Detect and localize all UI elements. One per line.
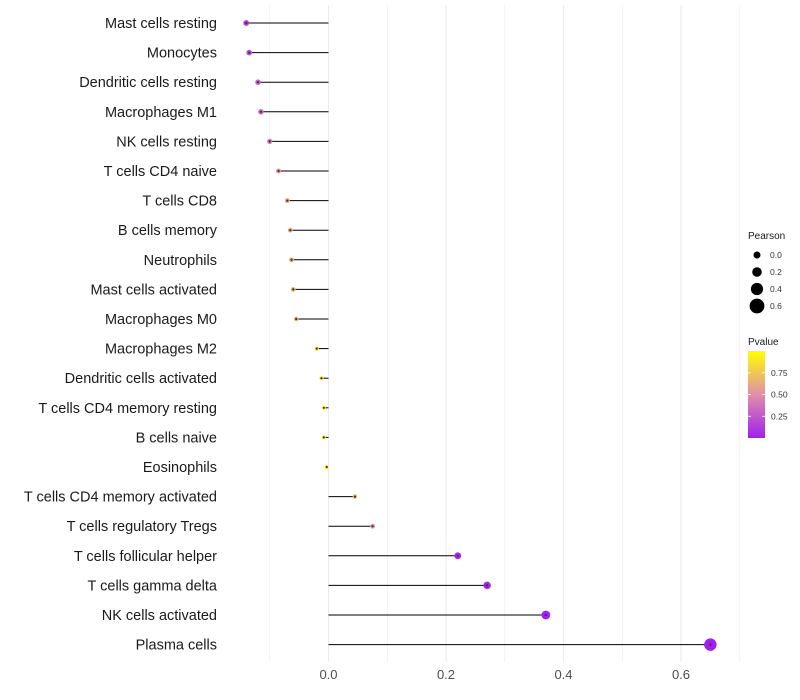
lollipop-point-center (292, 288, 295, 291)
category-label: Macrophages M1 (105, 105, 217, 121)
category-label: Macrophages M0 (105, 312, 217, 328)
category-label: Dendritic cells activated (65, 371, 217, 387)
lollipop-point-center (486, 584, 489, 587)
legend-size-key (752, 267, 762, 277)
lollipop-point-center (295, 317, 298, 321)
category-label: T cells CD4 memory activated (24, 490, 217, 506)
legend-size-title: Pearson (748, 231, 785, 242)
lollipop-point-center (709, 643, 712, 646)
category-label: Plasma cells (136, 638, 217, 654)
legend-color-label: 0.75 (771, 368, 788, 378)
x-tick-label: 0.6 (672, 667, 690, 682)
category-label: Neutrophils (144, 253, 217, 269)
category-label: Dendritic cells resting (79, 75, 217, 91)
legend-size-key (750, 282, 764, 296)
lollipop-point-center (268, 140, 271, 143)
category-label: T cells CD4 naive (104, 164, 217, 180)
lollipop-point-center (322, 436, 325, 439)
legend-size-label: 0.2 (770, 267, 782, 277)
x-tick-label: 0.0 (319, 667, 337, 682)
category-label: B cells memory (118, 223, 218, 239)
lollipop-point-center (245, 21, 248, 25)
category-axis: Mast cells resting Monocytes Dendritic cel… (24, 16, 218, 654)
category-label: B cells naive (136, 430, 217, 446)
lollipop-point-center (544, 613, 547, 617)
category-label: Mast cells activated (90, 282, 217, 298)
legend-size-label: 0.4 (770, 284, 782, 294)
x-tick-label: 0.2 (437, 667, 455, 682)
category-label: Macrophages M2 (105, 342, 217, 358)
legend-color-bar (748, 351, 765, 438)
lollipop-point-center (456, 554, 459, 557)
lollipop-point-center (256, 81, 260, 84)
category-label: T cells follicular helper (74, 549, 217, 565)
lollipop-point-center (315, 347, 318, 350)
category-label: T cells CD4 memory resting (38, 401, 217, 417)
lollipop-point-center (371, 525, 374, 528)
legend-color-label: 0.50 (771, 390, 788, 400)
lollipop-point-center (259, 110, 263, 113)
lollipop-point-center (320, 377, 323, 380)
legend-color-label: 0.25 (771, 411, 788, 421)
legend-size-key (749, 298, 765, 314)
category-label: Eosinophils (143, 460, 217, 476)
lollipop-point-center (325, 465, 328, 469)
legend-size-label: 0.0 (770, 250, 782, 260)
lollipop-point-center (289, 229, 292, 232)
category-label: T cells gamma delta (88, 578, 218, 594)
category-label: T cells CD8 (142, 194, 217, 210)
mark-layer (243, 20, 717, 651)
grid-layer (269, 5, 741, 662)
category-label: T cells regulatory Tregs (67, 519, 217, 535)
legend-size-label: 0.6 (770, 301, 782, 311)
lollipop-point-center (248, 51, 251, 54)
lollipop-point-center (286, 199, 289, 202)
lollipop-point-center (322, 406, 325, 409)
legend: Pearson 0.0 0.2 0.4 0.6 Pvalue 0.75 0.50 0.25 (748, 231, 788, 438)
x-tick-label: 0.4 (554, 667, 572, 682)
category-label: Mast cells resting (105, 16, 217, 32)
lollipop-point-center (277, 169, 280, 173)
lollipop-point-center (353, 495, 357, 498)
legend-color-title: Pvalue (748, 337, 779, 348)
legend-size-key (753, 251, 761, 259)
category-label: NK cells activated (102, 608, 217, 624)
category-label: Monocytes (147, 46, 217, 62)
lollipop-point-center (290, 258, 293, 261)
x-axis: 0.0 0.2 0.4 0.6 (319, 667, 690, 682)
category-label: NK cells resting (116, 134, 217, 150)
